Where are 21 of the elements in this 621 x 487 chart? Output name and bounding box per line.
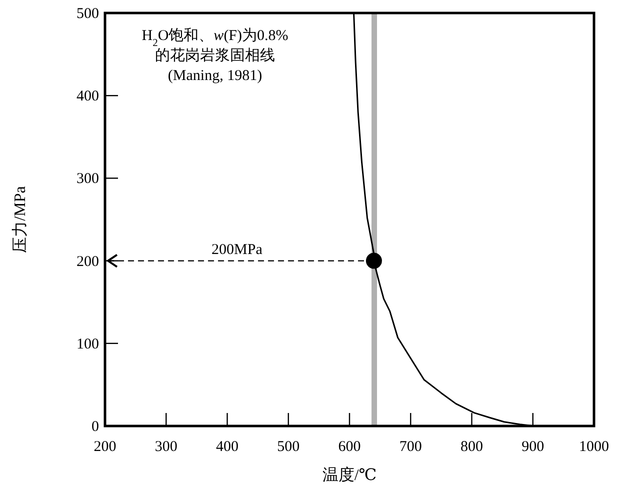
x-tick-label: 200 (94, 439, 116, 455)
x-tick-label: 400 (216, 439, 238, 455)
x-tick-label: 1000 (579, 439, 609, 455)
y-tick-label: 200 (76, 254, 99, 270)
y-tick-label: 500 (76, 6, 99, 22)
x-tick-label: 300 (154, 439, 178, 455)
x-tick-label: 500 (277, 439, 300, 455)
ref-line-label: 200MPa (212, 242, 263, 258)
annotation: 的花岗岩浆固相线 (155, 47, 275, 64)
x-tick-label: 600 (338, 439, 361, 455)
x-axis-title: 温度/℃ (322, 466, 377, 484)
x-tick-label: 700 (399, 439, 422, 455)
annotation: (Maning, 1981) (168, 68, 262, 84)
annotation: H$_{2}$O饱和、w(F)为0.8% (142, 27, 288, 48)
y-tick-label: 300 (76, 171, 99, 188)
y-tick-label: 100 (76, 336, 99, 352)
x-tick-label: 900 (522, 439, 544, 455)
y-tick-label: 400 (76, 88, 99, 105)
y-axis-title: 压力/MPa (11, 186, 29, 253)
x-tick-label: 800 (460, 439, 483, 455)
y-tick-label: 0 (92, 419, 99, 435)
